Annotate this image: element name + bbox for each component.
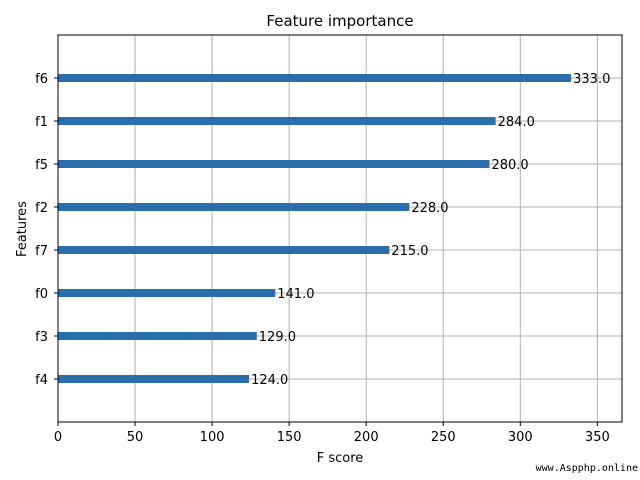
- x-tick-label: 250: [431, 430, 456, 445]
- watermark-text: www.Aspphp.online: [535, 463, 638, 474]
- plot-frame: [57, 34, 623, 423]
- x-tick-label: 100: [200, 430, 225, 445]
- y-tick-label-f7: f7: [35, 244, 48, 259]
- bars-layer: [58, 74, 572, 383]
- data-label-f1: 284.0: [498, 115, 535, 130]
- y-tick-label-f2: f2: [35, 201, 48, 216]
- bar-f2: [58, 203, 410, 211]
- data-label-f2: 228.0: [411, 201, 448, 216]
- x-tick-label: 200: [354, 430, 379, 445]
- x-tick-label: 50: [127, 430, 144, 445]
- x-tick-label: 300: [508, 430, 533, 445]
- x-tick-label: 0: [54, 430, 62, 445]
- y-tick-label-f6: f6: [35, 72, 48, 87]
- data-label-f4: 124.0: [251, 373, 288, 388]
- bar-f1: [58, 117, 496, 125]
- bar-f7: [58, 246, 390, 254]
- y-tick-label-f5: f5: [35, 158, 48, 173]
- grid-layer: [57, 35, 622, 422]
- data-label-f3: 129.0: [259, 330, 296, 345]
- bar-f3: [58, 332, 257, 340]
- chart-title: Feature importance: [266, 12, 413, 30]
- y-axis-label: Features: [15, 201, 30, 257]
- x-axis-label: F score: [317, 451, 364, 466]
- y-tick-label-f1: f1: [35, 115, 48, 130]
- bar-f4: [58, 375, 250, 383]
- y-tick-label-f0: f0: [35, 287, 48, 302]
- data-label-f0: 141.0: [277, 287, 314, 302]
- x-tick-label: 150: [277, 430, 302, 445]
- bar-f5: [58, 160, 490, 168]
- data-label-f6: 333.0: [573, 72, 610, 87]
- bar-f0: [58, 289, 276, 297]
- labels-layer: 333.0 284.0 280.0 228.0 215.0 141.0 129.0 124.0: [251, 72, 610, 388]
- y-tick-label-f3: f3: [35, 330, 48, 345]
- x-tick-label: 350: [585, 430, 610, 445]
- data-label-f5: 280.0: [491, 158, 528, 173]
- data-label-f7: 215.0: [391, 244, 428, 259]
- y-tick-label-f4: f4: [35, 373, 48, 388]
- bar-f6: [58, 74, 572, 82]
- ticks-layer: 0 50 100 150 200 250 300 350 f6 f1 f5 f2 f7 f0 f3 f4: [35, 72, 610, 445]
